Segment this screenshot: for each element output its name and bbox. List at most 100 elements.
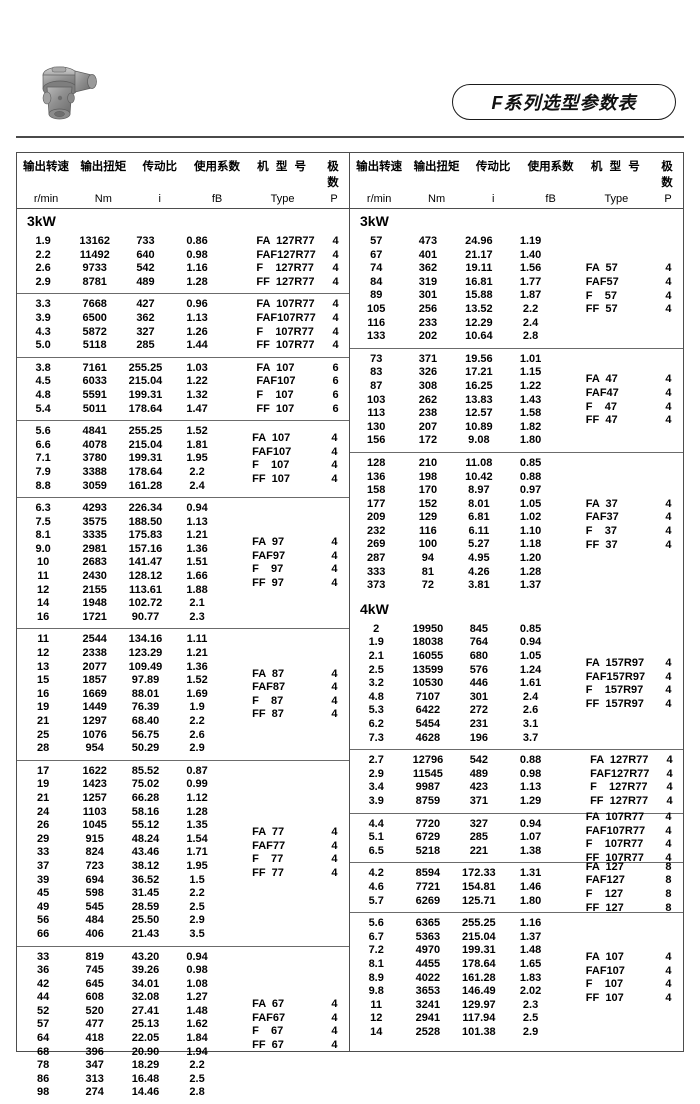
cell-type: F 67 bbox=[246, 1025, 320, 1039]
cell-type: FAF77 bbox=[246, 840, 320, 854]
cell-service-factor: 1.24 bbox=[504, 664, 556, 678]
cell-service-factor: 0.88 bbox=[504, 471, 556, 485]
cell-ratio: 97.89 bbox=[120, 674, 171, 688]
cell-poles: 4 bbox=[320, 577, 349, 591]
cell-output-torque: 3059 bbox=[69, 480, 120, 494]
cell-ratio: 25.13 bbox=[120, 1018, 171, 1032]
cell-type: FA 107 bbox=[580, 951, 654, 965]
cell-output-torque: 1948 bbox=[69, 597, 120, 611]
header-cn-service-factor: 使用系数 bbox=[188, 158, 246, 174]
cell-output-speed: 98 bbox=[17, 1086, 69, 1100]
cell-output-torque: 2544 bbox=[69, 633, 120, 647]
cell-service-factor: 2.8 bbox=[504, 330, 556, 344]
cell-service-factor: 1.43 bbox=[504, 394, 556, 408]
cell-ratio: 489 bbox=[453, 768, 504, 782]
cell-ratio: 764 bbox=[453, 636, 504, 650]
cell-ratio: 21.17 bbox=[453, 249, 504, 263]
cell-output-torque: 4022 bbox=[402, 972, 453, 986]
cell-output-speed: 3.8 bbox=[17, 362, 69, 376]
cell-type: FAF97 bbox=[246, 550, 320, 564]
cell-type: FAF57 bbox=[580, 276, 654, 290]
cell-service-factor: 1.36 bbox=[171, 661, 223, 675]
header-en-i: i bbox=[132, 193, 188, 205]
cell-service-factor: 2.02 bbox=[504, 985, 556, 999]
cell-poles: 4 bbox=[320, 998, 349, 1012]
cell-output-torque: 1423 bbox=[69, 778, 120, 792]
cell-output-torque: 8759 bbox=[402, 795, 453, 809]
cell-type: FF 77 bbox=[246, 867, 320, 881]
power-rating-heading: 3kW bbox=[350, 209, 683, 231]
title-badge-text: F系列选型参数表 bbox=[492, 89, 637, 115]
cell-output-speed: 8.9 bbox=[350, 972, 402, 986]
cell-type: FAF107R77 bbox=[580, 824, 654, 838]
cell-type: F 57 bbox=[580, 289, 654, 303]
cell-ratio: 13.52 bbox=[453, 303, 504, 317]
cell-poles: 4 bbox=[654, 657, 683, 671]
cell-ratio: 255.25 bbox=[453, 917, 504, 931]
column-header-left: 输出转速 输出扭矩 传动比 使用系数 机 型 号 极 数 r/min Nm i … bbox=[17, 153, 349, 209]
header-cn-type: 机 型 号 bbox=[246, 158, 319, 174]
cell-service-factor: 0.87 bbox=[171, 765, 223, 779]
cell-service-factor: 1.44 bbox=[171, 339, 223, 353]
cell-output-torque: 10530 bbox=[402, 677, 453, 691]
cell-service-factor: 1.37 bbox=[504, 579, 556, 593]
cell-output-torque: 1721 bbox=[69, 611, 120, 625]
cell-service-factor: 0.94 bbox=[504, 818, 556, 832]
cell-output-torque: 152 bbox=[402, 498, 453, 512]
cell-ratio: 371 bbox=[453, 795, 504, 809]
cell-output-torque: 2155 bbox=[69, 584, 120, 598]
cell-output-torque: 2430 bbox=[69, 570, 120, 584]
cell-service-factor: 2.6 bbox=[171, 729, 223, 743]
cell-ratio: 733 bbox=[120, 235, 171, 249]
cell-output-torque: 6500 bbox=[69, 312, 120, 326]
cell-service-factor: 2.6 bbox=[504, 704, 556, 718]
page-banner: F系列选型参数表 bbox=[0, 0, 700, 90]
cell-ratio: 123.29 bbox=[120, 647, 171, 661]
cell-type: FA 57 bbox=[580, 262, 654, 276]
cell-ratio: 542 bbox=[453, 754, 504, 768]
cell-poles: 4 bbox=[656, 768, 683, 782]
cell-output-torque: 5363 bbox=[402, 931, 453, 945]
cell-ratio: 489 bbox=[120, 276, 171, 290]
cell-service-factor: 2.2 bbox=[171, 1059, 223, 1073]
cell-output-speed: 2.2 bbox=[17, 249, 69, 263]
cell-poles: 4 bbox=[322, 339, 349, 353]
cell-output-speed: 25 bbox=[17, 729, 69, 743]
cell-poles: 4 bbox=[320, 667, 349, 681]
cell-output-speed: 21 bbox=[17, 792, 69, 806]
cell-poles: 4 bbox=[656, 754, 683, 768]
cell-type: FA 107 bbox=[223, 362, 322, 376]
cell-service-factor: 1.12 bbox=[171, 792, 223, 806]
cell-output-torque: 19950 bbox=[402, 623, 453, 637]
header-cn-output-speed: 输出转速 bbox=[350, 158, 408, 174]
cell-output-speed: 3.3 bbox=[17, 298, 69, 312]
cell-poles: 4 bbox=[320, 432, 349, 446]
cell-ratio: 4.95 bbox=[453, 552, 504, 566]
cell-output-speed: 2.6 bbox=[17, 262, 69, 276]
cell-type: FA 107R77 bbox=[223, 298, 322, 312]
cell-type: F 47 bbox=[580, 400, 654, 414]
cell-output-speed: 9.8 bbox=[350, 985, 402, 999]
